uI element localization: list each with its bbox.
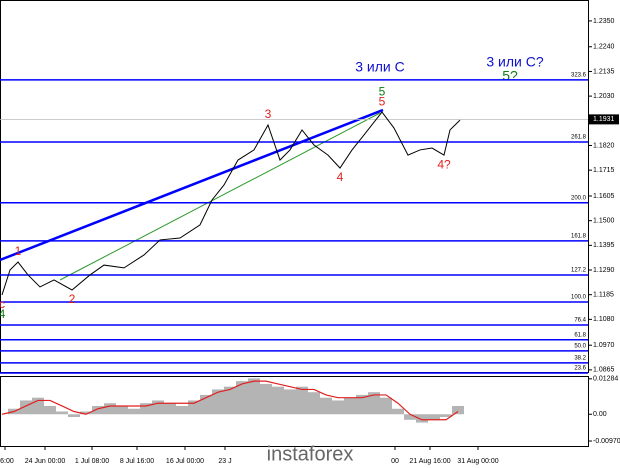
fib-label: 161.8 [571,233,587,239]
osc-bar [212,389,224,415]
y-tick-label: 1.2135 [593,68,615,75]
wave-label: 4 [0,307,6,321]
wave-label: c [0,297,5,311]
osc-bar [152,400,164,415]
osc-bar [404,414,416,420]
osc-bar [308,392,320,415]
wave-label: 1 [15,244,22,258]
wave-label: 3 [265,107,272,121]
fib-label: 261.8 [571,135,587,141]
y-tick-label: 1.2240 [593,44,615,51]
osc-bar [164,403,176,415]
fib-label: 200.0 [571,195,587,201]
x-tick-label: 00 [391,458,399,465]
osc-bar [284,389,296,415]
fib-label: 127.2 [571,268,587,274]
osc-bar [344,397,356,415]
osc-bar [356,394,368,415]
osc-bar [440,414,452,418]
y-tick-label: 1.1715 [593,167,615,174]
fib-label: 61.8 [574,332,586,338]
x-tick-label: 21 Aug 16:00 [409,458,450,465]
current-price-box [589,114,619,125]
osc-bar [272,386,284,415]
fib-label: 100.0 [571,295,587,301]
wave-headline: 3 или С? [486,54,543,70]
x-tick-label: 8 Jul 16:00 [120,458,154,465]
osc-bar [20,400,32,415]
osc-tick-label: 0.00 [593,411,607,418]
osc-bar [296,386,308,415]
wave-headline: 3 или С [355,59,405,75]
fib-label: 50.0 [574,343,586,349]
osc-bar [260,383,272,415]
trend-line-thin [59,112,381,281]
x-tick-label: 16:00 [0,458,14,465]
fib-label: 38.2 [574,355,586,361]
current-price-label: 1.1931 [593,116,615,123]
y-tick-label: 1.1820 [593,142,615,149]
y-tick-label: 1.2030 [593,93,615,100]
wave-label: 5 [379,94,386,108]
x-tick-label: 1 Jul 08:00 [75,458,109,465]
y-tick-label: 1.1290 [593,267,615,274]
osc-signal [1,380,459,421]
wave-label: 4 [337,170,344,184]
osc-bar [128,408,140,415]
osc-bar [236,381,248,415]
x-tick-label: 23 J [218,458,231,465]
wave-label: 2 [69,292,76,306]
wave-label: 5? [502,68,518,84]
osc-bar [368,392,380,415]
osc-tick-label: -0.00970 [593,438,620,445]
osc-bar [176,405,188,415]
wave-label: 5 [379,84,386,98]
y-tick-label: 1.2350 [593,18,615,25]
oscillator-panel [0,376,589,447]
y-tick-label: 1.1605 [593,193,615,200]
osc-bar [200,394,212,415]
osc-bar [188,400,200,415]
fib-label: 76.4 [574,318,586,324]
osc-bar [332,400,344,415]
osc-bar [104,403,116,415]
x-tick-label: 24 Jun 00:00 [25,458,66,465]
x-tick-label: 16 Jul 00:00 [166,458,204,465]
osc-bar [80,411,92,415]
osc-tick-label: 0.01284 [593,376,618,383]
osc-bar [248,378,260,415]
wave-label: 4? [437,157,451,171]
osc-bar [416,414,428,423]
osc-bar [320,397,332,415]
y-tick-label: 1.1500 [593,218,615,225]
osc-bar [428,414,440,420]
osc-bar [224,386,236,415]
osc-bar [116,405,128,415]
osc-bar [68,414,80,418]
fib-label: 323.6 [571,72,587,78]
osc-bar [392,408,404,415]
osc-bar [452,405,464,415]
y-tick-label: 1.1185 [593,292,614,299]
osc-bar [92,405,104,415]
trend-line [0,108,384,262]
price-line [1,111,461,296]
osc-bar [44,405,56,415]
y-tick-label: 1.0865 [593,367,615,374]
y-tick-label: 1.1080 [593,316,615,323]
y-tick-label: 1.0970 [593,342,615,349]
x-tick-label: 31 Aug 00:00 [457,458,498,465]
osc-bar [140,403,152,415]
osc-bar [56,411,68,415]
watermark: instaforex [267,443,354,465]
fib-label: 23.6 [574,366,586,372]
osc-bar [380,397,392,415]
y-tick-label: 1.1395 [593,242,615,249]
